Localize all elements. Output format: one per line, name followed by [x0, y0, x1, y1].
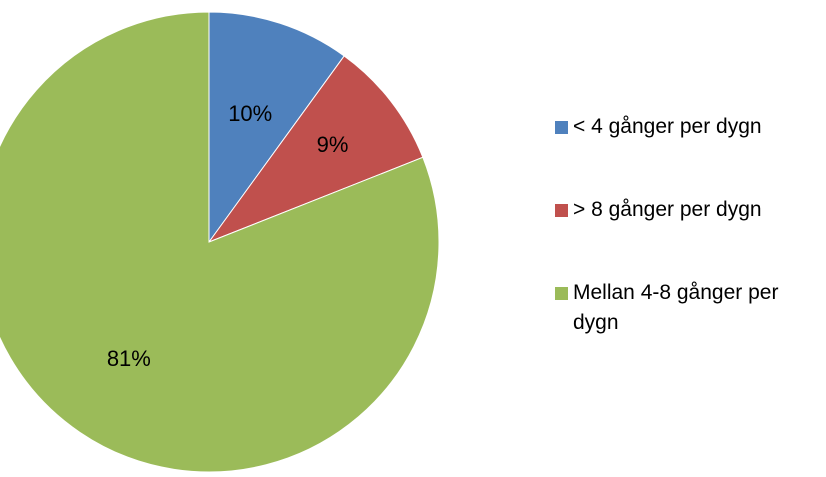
data-label-between-4-8: 81%	[107, 346, 151, 371]
pie-slice-between-4-8	[0, 11, 440, 473]
legend-label-over-8: > 8 gånger per dygn	[573, 198, 762, 221]
pie-slice-under-4	[208, 11, 345, 244]
data-label-under-4: 10%	[228, 101, 272, 126]
legend-item-between-4-8: Mellan 4-8 gånger per dygn	[555, 278, 823, 338]
legend-label-between-4-8: Mellan 4-8 gånger per dygn	[573, 281, 779, 334]
legend-item-under-4: < 4 gånger per dygn	[555, 112, 823, 142]
data-label-over-8: 9%	[317, 132, 349, 157]
legend-label-under-4: < 4 gånger per dygn	[573, 115, 762, 138]
legend-swatch-over-8	[555, 204, 568, 217]
legend: < 4 gånger per dygn > 8 gånger per dygn …	[555, 112, 823, 338]
pie-slice-over-8	[207, 55, 424, 244]
legend-swatch-under-4	[555, 121, 568, 134]
legend-item-over-8: > 8 gånger per dygn	[555, 195, 823, 225]
legend-swatch-between-4-8	[555, 287, 568, 300]
